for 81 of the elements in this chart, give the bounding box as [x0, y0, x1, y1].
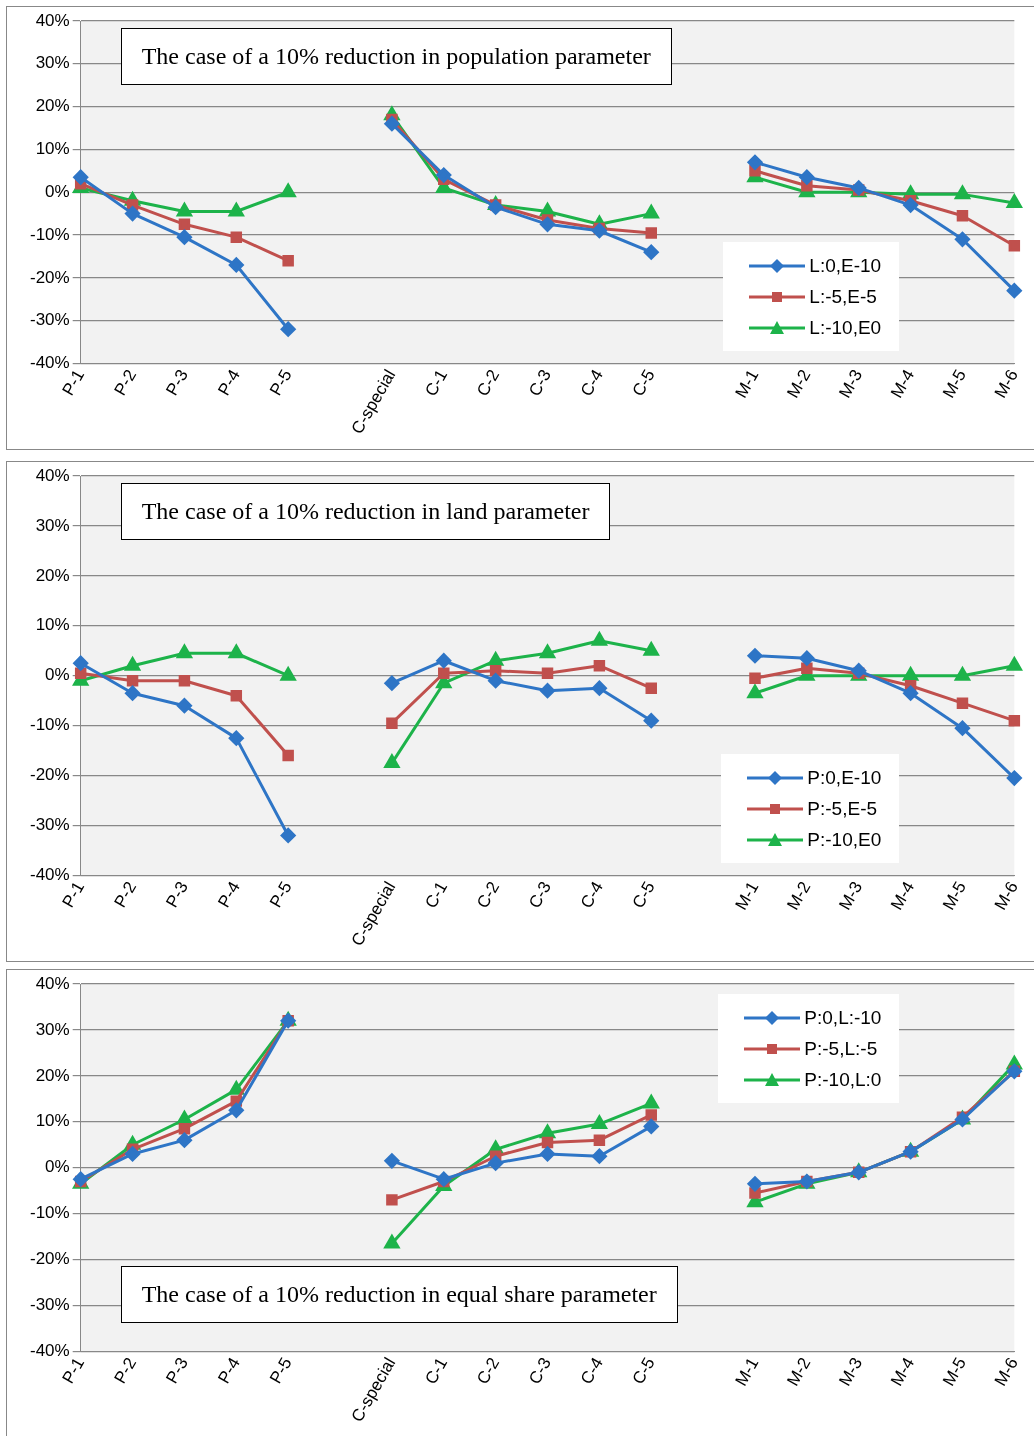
y-tick-label: 20%: [35, 96, 70, 116]
y-tick-label: -20%: [30, 267, 70, 287]
x-tick-label: M-2: [783, 1354, 815, 1390]
y-tick-label: 40%: [35, 973, 70, 993]
x-tick-label: P-5: [266, 1354, 296, 1387]
x-tick-label: C-5: [628, 878, 659, 912]
y-tick-label: 30%: [35, 1019, 70, 1039]
x-tick-label: P-3: [162, 366, 192, 399]
x-tick-label: C-4: [576, 878, 607, 912]
x-tick-label: P-5: [266, 878, 296, 911]
y-tick-label: -10%: [30, 715, 70, 735]
legend-label: L:-10,E0: [809, 316, 882, 339]
x-tick-label: M-2: [783, 878, 815, 914]
x-tick-label: M-4: [887, 878, 919, 914]
x-tick-label: P-3: [162, 878, 192, 911]
y-tick-label: 10%: [35, 139, 70, 159]
x-tick-label: M-4: [887, 1354, 919, 1390]
x-tick-label: P-4: [214, 366, 244, 399]
y-tick-label: -40%: [30, 865, 70, 885]
y-tick-label: -30%: [30, 310, 70, 330]
x-tick-label: C-2: [473, 878, 504, 912]
x-tick-label: M-6: [990, 366, 1022, 402]
x-tick-label: P-4: [214, 1354, 244, 1387]
x-tick-label: P-2: [110, 1354, 141, 1387]
y-tick-label: -20%: [30, 765, 70, 785]
y-tick-label: -30%: [30, 815, 70, 835]
x-tick-label: C-3: [524, 366, 556, 400]
y-tick-label: 20%: [35, 1065, 70, 1085]
text: The case of a 10% reduction in population parameter: [120, 28, 672, 85]
y-tick-label: -40%: [30, 1341, 70, 1361]
x-tick-label: C-2: [473, 1354, 504, 1388]
x-tick-label: C-4: [576, 1354, 607, 1388]
y-tick-label: -10%: [30, 1203, 70, 1223]
x-tick-label: M-1: [731, 1354, 763, 1390]
x-tick-label: C-3: [524, 878, 556, 912]
y-tick-label: 0%: [45, 665, 70, 685]
x-tick-label: M-3: [835, 366, 867, 402]
x-tick-label: C-1: [421, 366, 452, 400]
x-tick-label: M-2: [783, 366, 815, 402]
x-tick-label: C-4: [576, 366, 607, 400]
legend-label: P:0,L:-10: [804, 1006, 882, 1029]
x-tick-label: M-1: [731, 366, 763, 402]
x-tick-label: P-2: [110, 878, 141, 911]
x-tick-label: M-3: [835, 1354, 867, 1390]
legend-label: P:-5,L:-5: [804, 1037, 878, 1060]
x-tick-label: P-5: [266, 366, 296, 399]
y-tick-label: 40%: [35, 465, 70, 485]
x-tick-label: M-1: [731, 878, 763, 914]
y-tick-label: -20%: [30, 1249, 70, 1269]
y-tick-label: 10%: [35, 1111, 70, 1131]
y-tick-label: 0%: [45, 181, 70, 201]
y-tick-label: 10%: [35, 615, 70, 635]
y-tick-label: 40%: [35, 10, 70, 30]
legend-label: P:-5,E-5: [807, 797, 878, 820]
x-tick-label: C-1: [421, 878, 452, 912]
y-tick-label: -40%: [30, 353, 70, 373]
x-tick-label: P-4: [214, 878, 244, 911]
text: The case of a 10% reduction in equal share parameter: [120, 1266, 678, 1324]
x-tick-label: C-5: [628, 1354, 659, 1388]
x-tick-label: P-3: [162, 1354, 192, 1387]
x-tick-label: M-6: [990, 878, 1022, 914]
x-tick-label: M-6: [990, 1354, 1022, 1390]
y-tick-label: 20%: [35, 565, 70, 585]
y-tick-label: 30%: [35, 515, 70, 535]
x-tick-label: C-5: [628, 366, 659, 400]
x-tick-label: C-3: [524, 1354, 556, 1388]
legend-label: P:-10,L:0: [804, 1068, 882, 1091]
legend-label: P:-10,E0: [807, 828, 882, 851]
x-tick-label: M-4: [887, 366, 919, 402]
y-tick-label: -30%: [30, 1295, 70, 1315]
y-tick-label: 0%: [45, 1157, 70, 1177]
x-tick-label: C-2: [473, 366, 504, 400]
legend-label: L:-5,E-5: [809, 285, 877, 308]
x-tick-label: P-2: [110, 366, 141, 399]
text: The case of a 10% reduction in land parameter: [120, 483, 611, 540]
y-tick-label: 30%: [35, 53, 70, 73]
x-tick-label: M-3: [835, 878, 867, 914]
y-tick-label: -10%: [30, 224, 70, 244]
x-tick-label: C-1: [421, 1354, 452, 1388]
legend-label: L:0,E-10: [809, 254, 882, 277]
legend-label: P:0,E-10: [807, 766, 882, 789]
